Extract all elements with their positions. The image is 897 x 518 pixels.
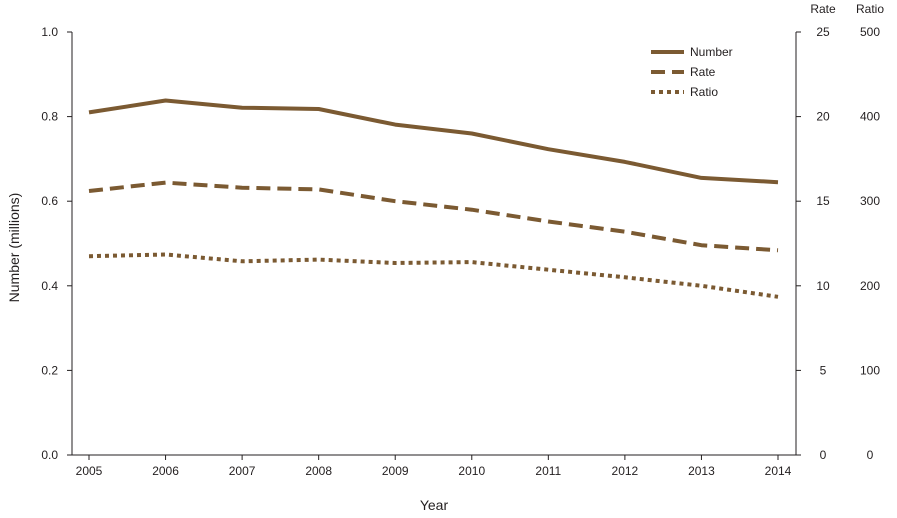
legend-label-number: Number <box>690 45 733 59</box>
legend-label-ratio: Ratio <box>690 85 718 99</box>
x-tick-label: 2011 <box>535 464 561 478</box>
ratio-tick-label: 500 <box>860 25 880 39</box>
rate-axis-title: Rate <box>810 2 836 16</box>
ratio-axis-title: Ratio <box>856 2 884 16</box>
rate-tick-label: 0 <box>820 448 827 462</box>
ratio-tick-label: 200 <box>860 279 880 293</box>
x-tick-label: 2008 <box>305 464 332 478</box>
ratio-tick-label: 400 <box>860 110 880 124</box>
legend-label-rate: Rate <box>690 65 716 79</box>
y-tick-label: 0.6 <box>41 194 58 208</box>
ratio-tick-label: 300 <box>860 194 880 208</box>
ratio-tick-label: 0 <box>867 448 874 462</box>
x-axis: 2005 2006 2007 2008 2009 2010 2011 2012 2013 2014… <box>72 454 796 513</box>
x-tick-label: 2007 <box>229 464 256 478</box>
y-axis-left: 0.0 0.2 0.4 0.6 0.8 1.0 Number (millions) <box>6 25 73 462</box>
y-tick-label: 0.2 <box>41 363 58 377</box>
series-line-ratio <box>88 252 779 299</box>
x-tick-label: 2010 <box>458 464 485 478</box>
x-axis-title: Year <box>420 497 449 513</box>
y-axis-ratio: 0 100 200 300 400 500 Ratio <box>856 2 884 462</box>
x-tick-label: 2009 <box>382 464 409 478</box>
rate-tick-label: 15 <box>816 194 830 208</box>
rate-tick-label: 20 <box>816 110 830 124</box>
x-tick-label: 2014 <box>765 464 792 478</box>
ratio-tick-label: 100 <box>860 363 880 377</box>
x-tick-label: 2012 <box>612 464 639 478</box>
y-axis-rate: 0 5 10 15 20 25 Rate <box>795 2 836 462</box>
x-tick-label: 2006 <box>152 464 179 478</box>
y-tick-label: 0.8 <box>41 110 58 124</box>
series-line-rate <box>88 180 779 253</box>
rate-tick-label: 5 <box>820 363 827 377</box>
x-tick-label: 2013 <box>688 464 715 478</box>
y-tick-label: 1.0 <box>41 25 58 39</box>
series-lines <box>88 98 779 299</box>
x-tick-label: 2005 <box>76 464 103 478</box>
legend: Number Rate Ratio <box>651 45 733 99</box>
rate-tick-label: 10 <box>816 279 830 293</box>
y-axis-title: Number (millions) <box>6 193 22 303</box>
y-tick-label: 0.4 <box>41 279 58 293</box>
series-line-number <box>88 98 779 185</box>
rate-tick-label: 25 <box>816 25 830 39</box>
y-tick-label: 0.0 <box>41 448 58 462</box>
